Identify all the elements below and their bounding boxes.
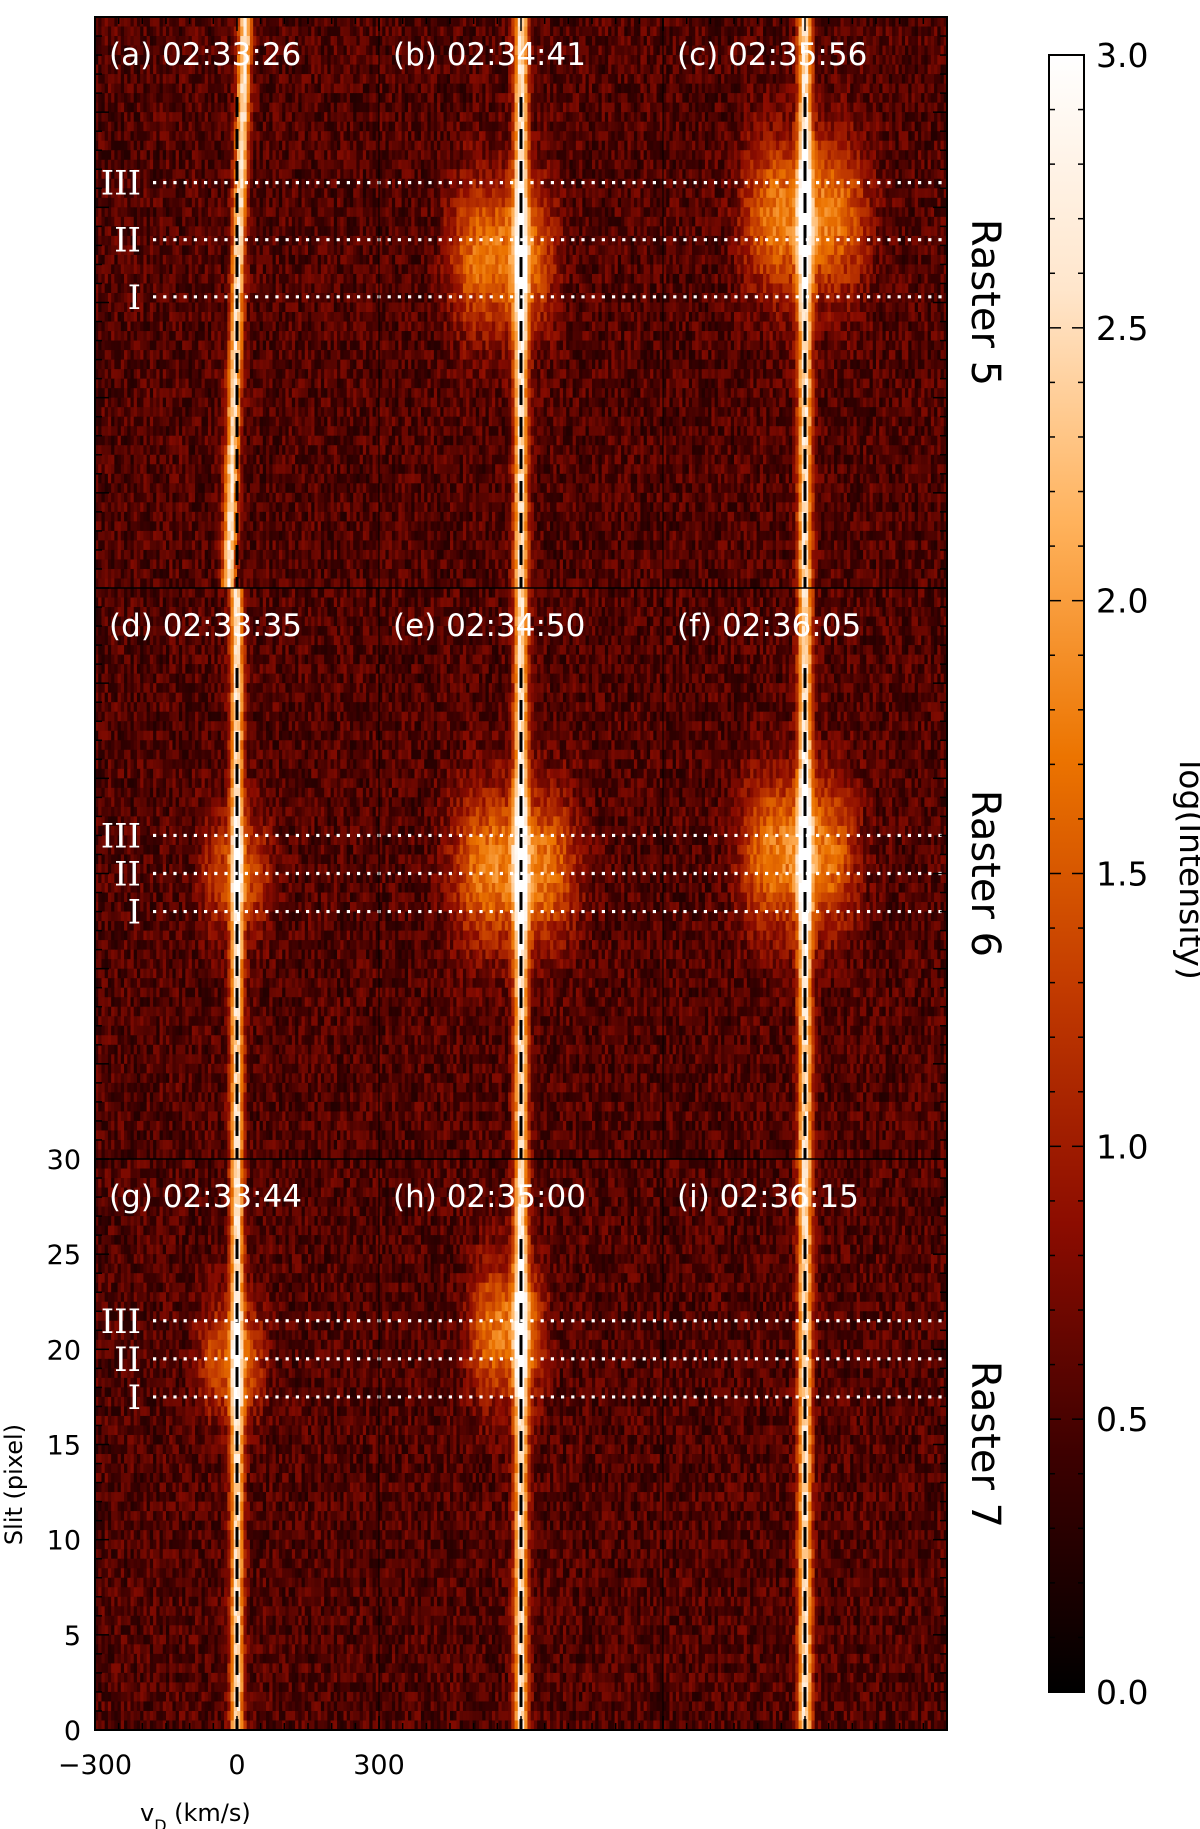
figure-canvas: (a) 02:33:26 (b) 02:34:41 (c) 02:35:56IIII… xyxy=(0,0,1200,1829)
